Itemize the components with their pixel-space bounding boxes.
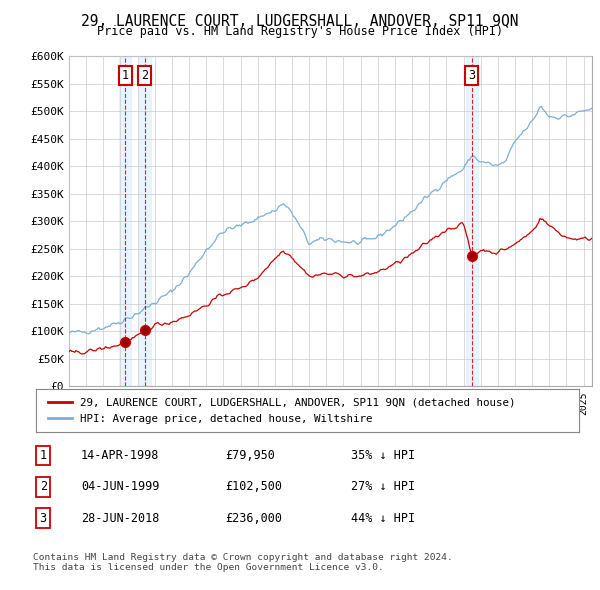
Text: £236,000: £236,000 xyxy=(225,512,282,525)
Text: Price paid vs. HM Land Registry's House Price Index (HPI): Price paid vs. HM Land Registry's House … xyxy=(97,25,503,38)
Text: £102,500: £102,500 xyxy=(225,480,282,493)
Bar xyxy=(139,56,151,386)
Text: 35% ↓ HPI: 35% ↓ HPI xyxy=(351,449,415,462)
Text: 2: 2 xyxy=(141,70,148,83)
Text: 28-JUN-2018: 28-JUN-2018 xyxy=(81,512,160,525)
Text: 3: 3 xyxy=(40,512,47,525)
Text: 04-JUN-1999: 04-JUN-1999 xyxy=(81,480,160,493)
Text: Contains HM Land Registry data © Crown copyright and database right 2024.: Contains HM Land Registry data © Crown c… xyxy=(33,553,453,562)
Legend: 29, LAURENCE COURT, LUDGERSHALL, ANDOVER, SP11 9QN (detached house), HPI: Averag: 29, LAURENCE COURT, LUDGERSHALL, ANDOVER… xyxy=(41,391,523,430)
Text: 29, LAURENCE COURT, LUDGERSHALL, ANDOVER, SP11 9QN: 29, LAURENCE COURT, LUDGERSHALL, ANDOVER… xyxy=(81,14,519,29)
Bar xyxy=(466,56,478,386)
Text: 27% ↓ HPI: 27% ↓ HPI xyxy=(351,480,415,493)
Text: 3: 3 xyxy=(469,70,476,83)
Text: £79,950: £79,950 xyxy=(225,449,275,462)
Text: 14-APR-1998: 14-APR-1998 xyxy=(81,449,160,462)
Text: 44% ↓ HPI: 44% ↓ HPI xyxy=(351,512,415,525)
Bar xyxy=(119,56,131,386)
Text: 2: 2 xyxy=(40,480,47,493)
Text: 1: 1 xyxy=(122,70,129,83)
Text: This data is licensed under the Open Government Licence v3.0.: This data is licensed under the Open Gov… xyxy=(33,563,384,572)
Text: 1: 1 xyxy=(40,449,47,462)
